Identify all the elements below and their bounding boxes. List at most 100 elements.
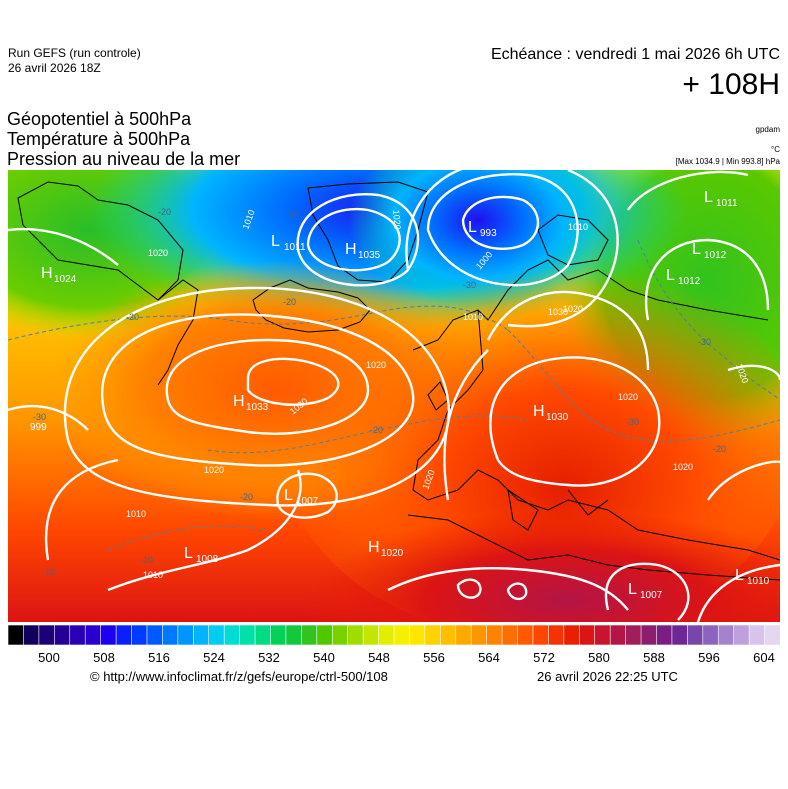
colorbar-cell (393, 625, 411, 645)
colorbar-cell (563, 625, 580, 645)
colorbar-cell (331, 625, 349, 645)
colorbar-cell (301, 625, 318, 645)
colorbar-cell (640, 625, 658, 645)
run-date: 26 avril 2026 18Z (8, 61, 101, 75)
pressure-center: L 1011 (271, 233, 306, 253)
svg-text:H: H (233, 393, 245, 410)
svg-text:-30: -30 (286, 210, 299, 220)
svg-text:L: L (628, 581, 637, 598)
colorbar-cell (254, 625, 272, 645)
pressure-center: L 1010 (735, 567, 770, 587)
colorbar-tick: 500 (38, 650, 60, 665)
colorbar-cell (548, 625, 565, 645)
svg-text:1030: 1030 (546, 412, 569, 423)
pressure-center: L 1012 (666, 267, 701, 287)
colorbar-cell (625, 625, 642, 645)
svg-text:1033: 1033 (246, 402, 269, 413)
colorbar-tick: 564 (478, 650, 500, 665)
colorbar-cell (409, 625, 426, 645)
svg-text:-20: -20 (283, 297, 296, 307)
colorbar-tick: 556 (423, 650, 445, 665)
colorbar-tick: 596 (698, 650, 720, 665)
colorbar-cell (687, 625, 704, 645)
colorbar-cell (501, 625, 519, 645)
isotherms (8, 239, 780, 551)
colorbar-cell (316, 625, 333, 645)
run-title: Run GEFS (run controle) (8, 46, 141, 60)
pressure-max-min: [Max 1034.9 | Min 993.8] hPa (675, 157, 780, 166)
svg-text:-10: -10 (42, 567, 55, 577)
svg-text:1020: 1020 (563, 304, 583, 314)
svg-text:-30: -30 (698, 337, 711, 347)
svg-text:L: L (468, 219, 477, 236)
param-temperature: Température à 500hPa (7, 129, 191, 149)
colorbar-cell (84, 625, 102, 645)
colorbar-cell (115, 625, 133, 645)
forecast-lead-time: + 108H (682, 68, 780, 101)
colorbar-cell (146, 625, 164, 645)
coastlines (17, 181, 780, 581)
svg-text:1020: 1020 (381, 548, 404, 559)
svg-text:1007: 1007 (296, 496, 319, 507)
pressure-center: H 1020 (368, 539, 404, 559)
colorbar-cell (578, 625, 596, 645)
svg-text:1010: 1010 (747, 576, 770, 587)
svg-text:1010: 1010 (126, 509, 146, 519)
colorbar-cell (378, 625, 395, 645)
pressure-center: L 1007 (284, 487, 319, 507)
pressure-center: L 1011 (704, 189, 738, 209)
svg-text:1012: 1012 (678, 276, 701, 287)
colorbar-cell (8, 625, 25, 645)
svg-text:1020: 1020 (204, 465, 224, 475)
param-geopotential: Géopotentiel à 500hPa (7, 109, 192, 129)
colorbar-tick: 588 (643, 650, 665, 665)
colorbar-tick: 548 (368, 650, 390, 665)
colorbar-cell (239, 625, 256, 645)
colorbar-cell (270, 625, 287, 645)
colorbar-cell (455, 625, 472, 645)
svg-text:1010: 1010 (568, 222, 588, 232)
svg-text:1030: 1030 (548, 307, 568, 317)
svg-text:L: L (704, 189, 713, 206)
pressure-center: L 1008 (184, 545, 219, 565)
colorbar-cell (656, 625, 673, 645)
svg-text:L: L (284, 487, 293, 504)
unit-geopotential: gpdam (755, 125, 780, 134)
colorbar-cell (100, 625, 117, 645)
pressure-center: L 1012 (692, 241, 727, 261)
colorbar-tick: 604 (753, 650, 775, 665)
svg-text:-20: -20 (240, 492, 253, 502)
colorbar-cell (671, 625, 688, 645)
colorbar-cell (162, 625, 179, 645)
colorbar-tick: 516 (148, 650, 170, 665)
isobars (8, 170, 780, 622)
svg-text:1035: 1035 (358, 250, 381, 261)
colorbar-cell (69, 625, 86, 645)
colorbar-cell (208, 625, 225, 645)
svg-text:993: 993 (480, 228, 497, 239)
colorbar-tick: 540 (313, 650, 335, 665)
svg-text:-30: -30 (33, 412, 46, 422)
svg-text:-20: -20 (126, 312, 139, 322)
svg-text:-30: -30 (463, 280, 476, 290)
param-pressure: Pression au niveau de la mer (7, 149, 241, 169)
pressure-center: H 1033 (233, 393, 269, 413)
colorbar-tick: 524 (203, 650, 225, 665)
colorbar-cell (594, 625, 611, 645)
svg-text:1020: 1020 (391, 209, 403, 230)
colorbar-cell (764, 625, 780, 645)
colorbar-cell (517, 625, 534, 645)
colorbar-cell (131, 625, 148, 645)
colorbar-tick: 532 (258, 650, 280, 665)
weather-map: 1020 1010 1020 1000 1010 1020 1020 1030 … (8, 170, 780, 622)
svg-text:1008: 1008 (196, 554, 219, 565)
colorbar-cell (440, 625, 457, 645)
svg-text:H: H (533, 403, 545, 420)
colorbar-cell (470, 625, 488, 645)
svg-text:1020: 1020 (673, 462, 693, 472)
svg-text:1020: 1020 (618, 392, 638, 402)
pressure-center: L 993 (468, 219, 497, 239)
svg-text:1020: 1020 (148, 248, 168, 258)
colorbar-cell (717, 625, 735, 645)
svg-text:H: H (345, 241, 357, 258)
